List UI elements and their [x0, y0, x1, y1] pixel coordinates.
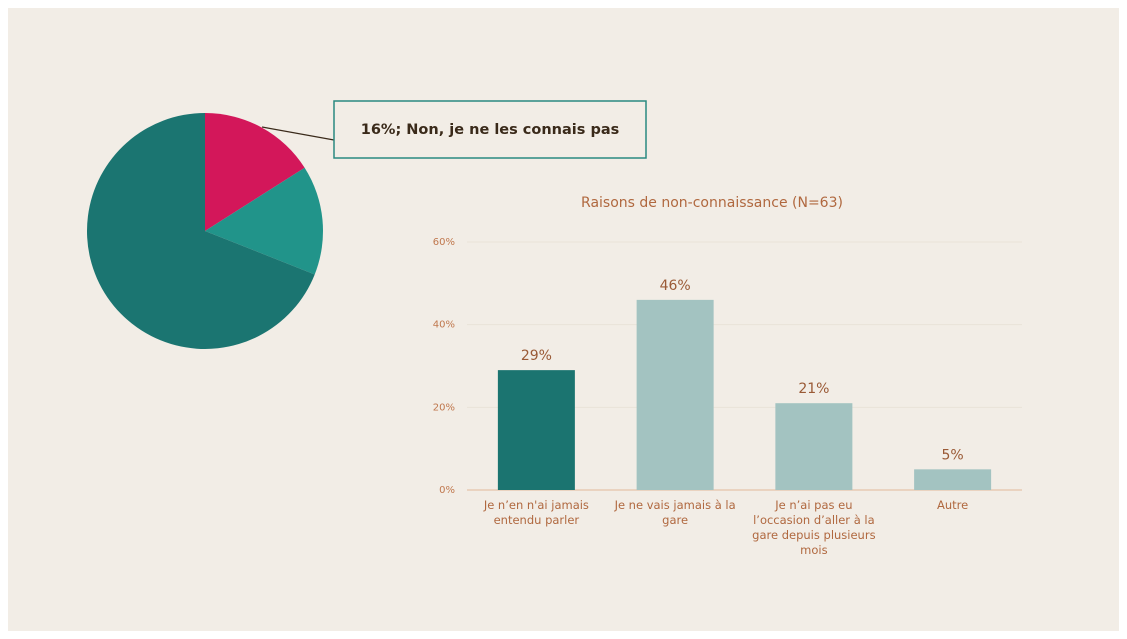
x-tick-label: Je ne vais jamais à la gare	[614, 498, 736, 527]
y-tick-label: 60%	[433, 237, 455, 248]
leader-line	[261, 126, 335, 141]
x-tick-label-box: Je n’ai pas eu l’occasion d’aller à la g…	[752, 498, 876, 557]
chart-title: Raisons de non-connaissance (N=63)	[581, 195, 843, 211]
value-label: 21%	[798, 381, 829, 397]
value-label: 46%	[660, 278, 691, 294]
bar	[497, 370, 575, 490]
y-tick-label: 0%	[439, 485, 455, 496]
bar	[914, 469, 992, 490]
y-tick-label: 40%	[433, 320, 455, 331]
value-label: 5%	[942, 447, 964, 463]
pie-slice	[205, 113, 305, 231]
x-tick-label: Je n’ai pas eu l’occasion d’aller à la g…	[752, 498, 876, 557]
bar	[775, 403, 853, 490]
x-tick-label: Je n’en n'ai jamais entendu parler	[483, 498, 589, 527]
x-tick-label: Autre	[937, 498, 969, 512]
callout-box	[333, 100, 647, 159]
x-tick-label-box: Autre	[937, 498, 969, 512]
x-tick-label-box: Je n’en n'ai jamais entendu parler	[483, 498, 589, 527]
bar	[636, 299, 714, 490]
pie-slice	[205, 167, 323, 275]
pie-callout: 16%; Non, je ne les connais pas	[361, 122, 620, 138]
x-tick-label-box: Je ne vais jamais à la gare	[614, 498, 736, 527]
pie-slice	[87, 113, 315, 349]
y-tick-label: 20%	[433, 402, 455, 413]
value-label: 29%	[521, 348, 552, 364]
